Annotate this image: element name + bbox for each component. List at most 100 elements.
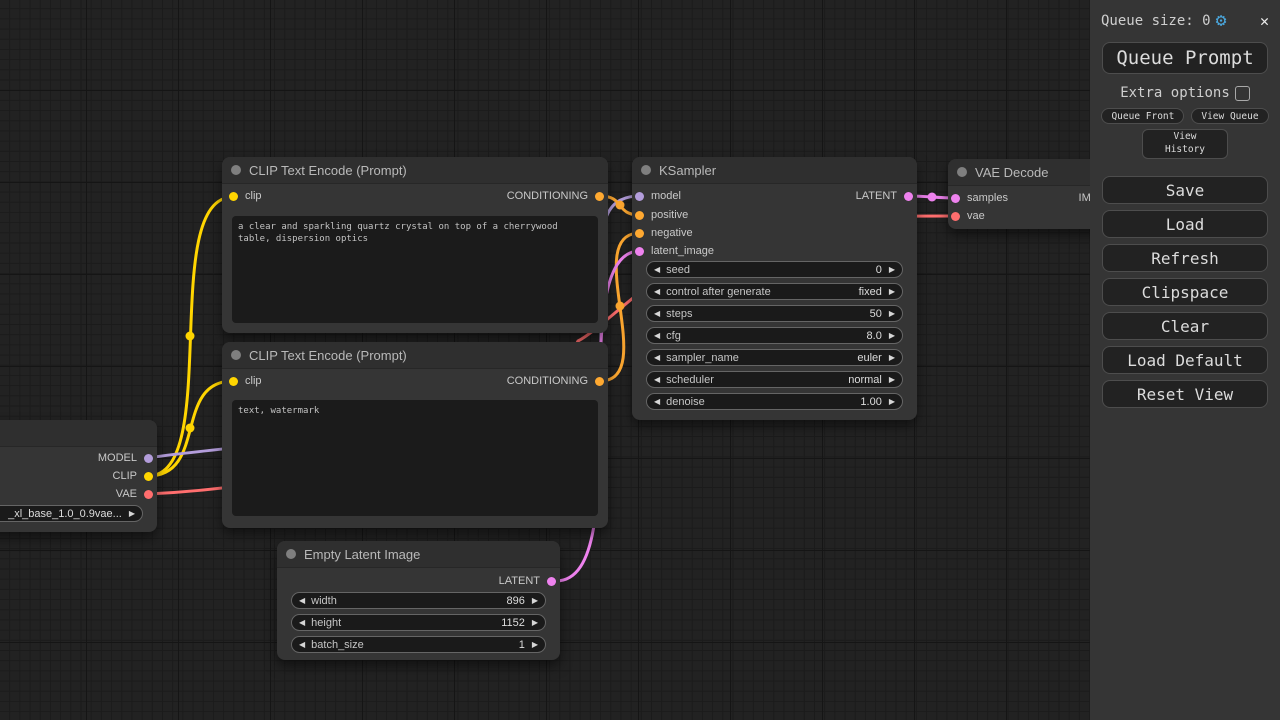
widget-batch-size[interactable]: ◀ batch_size 1 ▶	[291, 636, 546, 653]
node-collapse-dot[interactable]	[231, 165, 241, 175]
view-history-button[interactable]: View History	[1142, 129, 1228, 159]
prev-value-arrow-icon[interactable]: ◀	[654, 352, 661, 362]
widget-scheduler[interactable]: ◀ scheduler normal ▶	[646, 371, 903, 388]
widget-width[interactable]: ◀ width 896 ▶	[291, 592, 546, 609]
prev-value-arrow-icon[interactable]: ◀	[654, 396, 661, 406]
prev-value-arrow-icon[interactable]: ◀	[299, 639, 306, 649]
clear-button[interactable]: Clear	[1102, 312, 1268, 340]
node-collapse-dot[interactable]	[231, 350, 241, 360]
node-graph-canvas[interactable]: MODEL CLIP VAE _xl_base_1.0_0.9vae... ▶ …	[0, 0, 1090, 720]
node-title-bar[interactable]: CLIP Text Encode (Prompt)	[222, 157, 608, 184]
output-slot-model[interactable]: MODEL	[98, 450, 153, 466]
input-slot-vae[interactable]: vae	[948, 208, 985, 224]
output-slot-image[interactable]: IMAGE	[1079, 190, 1090, 206]
prev-value-arrow-icon[interactable]: ◀	[299, 595, 306, 605]
output-slot-latent[interactable]: LATENT	[856, 188, 913, 204]
node-collapse-dot[interactable]	[286, 549, 296, 559]
node-empty-latent-image[interactable]: Empty Latent Image LATENT ◀ width 896 ▶ …	[277, 541, 560, 660]
queue-prompt-button[interactable]: Queue Prompt	[1102, 42, 1268, 74]
node-title-bar[interactable]: VAE Decode	[948, 159, 1090, 186]
node-clip-text-encode-negative[interactable]: CLIP Text Encode (Prompt) clip CONDITION…	[222, 342, 608, 528]
clip-input-dot[interactable]	[229, 191, 238, 201]
extra-options-checkbox[interactable]	[1234, 85, 1250, 101]
next-value-arrow-icon[interactable]: ▶	[888, 308, 895, 318]
input-slot-model[interactable]: model	[632, 188, 681, 204]
conditioning-output-dot[interactable]	[595, 191, 604, 201]
positive-prompt-textarea[interactable]: a clear and sparkling quartz crystal on …	[232, 216, 598, 323]
next-value-arrow-icon[interactable]: ▶	[128, 508, 135, 518]
node-title-bar[interactable]: Empty Latent Image	[277, 541, 560, 568]
next-value-arrow-icon[interactable]: ▶	[888, 352, 895, 362]
widget-cfg[interactable]: ◀ cfg 8.0 ▶	[646, 327, 903, 344]
settings-gear-icon[interactable]: ⚙	[1215, 10, 1227, 31]
model-output-dot[interactable]	[144, 453, 153, 463]
input-slot-samples[interactable]: samples	[948, 190, 1008, 206]
node-load-checkpoint[interactable]: MODEL CLIP VAE _xl_base_1.0_0.9vae... ▶	[0, 420, 157, 532]
node-collapse-dot[interactable]	[957, 167, 967, 177]
refresh-button[interactable]: Refresh	[1102, 244, 1268, 272]
close-menu-icon[interactable]: ✕	[1259, 12, 1269, 30]
positive-input-dot[interactable]	[635, 210, 644, 220]
clip-input-dot[interactable]	[229, 376, 238, 386]
prev-value-arrow-icon[interactable]: ◀	[299, 617, 306, 627]
input-slot-positive[interactable]: positive	[632, 207, 688, 223]
latent-output-dot[interactable]	[904, 191, 913, 201]
node-title-bar[interactable]	[0, 420, 157, 447]
prev-value-arrow-icon[interactable]: ◀	[654, 286, 661, 296]
node-clip-text-encode-positive[interactable]: CLIP Text Encode (Prompt) clip CONDITION…	[222, 157, 608, 333]
widget-steps[interactable]: ◀ steps 50 ▶	[646, 305, 903, 322]
link-midpoint-dot	[927, 192, 937, 202]
conditioning-output-dot[interactable]	[595, 376, 604, 386]
next-value-arrow-icon[interactable]: ▶	[888, 264, 895, 274]
widget-denoise[interactable]: ◀ denoise 1.00 ▶	[646, 393, 903, 410]
next-value-arrow-icon[interactable]: ▶	[888, 374, 895, 384]
prev-value-arrow-icon[interactable]: ◀	[654, 374, 661, 384]
load-default-button[interactable]: Load Default	[1102, 346, 1268, 374]
samples-input-dot[interactable]	[951, 193, 960, 203]
latent-input-dot[interactable]	[635, 246, 644, 256]
node-title: Empty Latent Image	[304, 546, 421, 562]
input-slot-clip[interactable]: clip	[222, 188, 262, 204]
output-slot-clip[interactable]: CLIP	[113, 468, 153, 484]
input-slot-latent-image[interactable]: latent_image	[632, 243, 714, 259]
widget-seed[interactable]: ◀ seed 0 ▶	[646, 261, 903, 278]
widget-sampler-name[interactable]: ◀ sampler_name euler ▶	[646, 349, 903, 366]
prev-value-arrow-icon[interactable]: ◀	[654, 264, 661, 274]
reset-view-button[interactable]: Reset View	[1102, 380, 1268, 408]
clip-output-dot[interactable]	[144, 471, 153, 481]
node-ksampler[interactable]: KSampler model positive negative latent_…	[632, 157, 917, 420]
next-value-arrow-icon[interactable]: ▶	[531, 639, 538, 649]
next-value-arrow-icon[interactable]: ▶	[531, 595, 538, 605]
node-title-bar[interactable]: CLIP Text Encode (Prompt)	[222, 342, 608, 369]
prev-value-arrow-icon[interactable]: ◀	[654, 308, 661, 318]
prev-value-arrow-icon[interactable]: ◀	[654, 330, 661, 340]
node-title: CLIP Text Encode (Prompt)	[249, 347, 407, 363]
ckpt-name-widget[interactable]: _xl_base_1.0_0.9vae... ▶	[0, 505, 143, 522]
next-value-arrow-icon[interactable]: ▶	[888, 396, 895, 406]
output-slot-conditioning[interactable]: CONDITIONING	[507, 188, 604, 204]
vae-output-dot[interactable]	[144, 489, 153, 499]
vae-input-dot[interactable]	[951, 211, 960, 221]
save-button[interactable]: Save	[1102, 176, 1268, 204]
output-slot-vae[interactable]: VAE	[116, 486, 153, 502]
widget-height[interactable]: ◀ height 1152 ▶	[291, 614, 546, 631]
input-slot-negative[interactable]: negative	[632, 225, 693, 241]
negative-prompt-textarea[interactable]: text, watermark	[232, 400, 598, 516]
input-slot-clip[interactable]: clip	[222, 373, 262, 389]
next-value-arrow-icon[interactable]: ▶	[531, 617, 538, 627]
widget-control-after-generate[interactable]: ◀ control after generate fixed ▶	[646, 283, 903, 300]
next-value-arrow-icon[interactable]: ▶	[888, 286, 895, 296]
view-queue-button[interactable]: View Queue	[1191, 108, 1269, 124]
negative-input-dot[interactable]	[635, 228, 644, 238]
load-button[interactable]: Load	[1102, 210, 1268, 238]
node-collapse-dot[interactable]	[641, 165, 651, 175]
output-slot-latent[interactable]: LATENT	[499, 573, 556, 589]
next-value-arrow-icon[interactable]: ▶	[888, 330, 895, 340]
node-vae-decode[interactable]: VAE Decode samples vae IMAGE	[948, 159, 1090, 229]
latent-output-dot[interactable]	[547, 576, 556, 586]
node-title-bar[interactable]: KSampler	[632, 157, 917, 184]
model-input-dot[interactable]	[635, 191, 644, 201]
clipspace-button[interactable]: Clipspace	[1102, 278, 1268, 306]
queue-front-button[interactable]: Queue Front	[1101, 108, 1185, 124]
output-slot-conditioning[interactable]: CONDITIONING	[507, 373, 604, 389]
